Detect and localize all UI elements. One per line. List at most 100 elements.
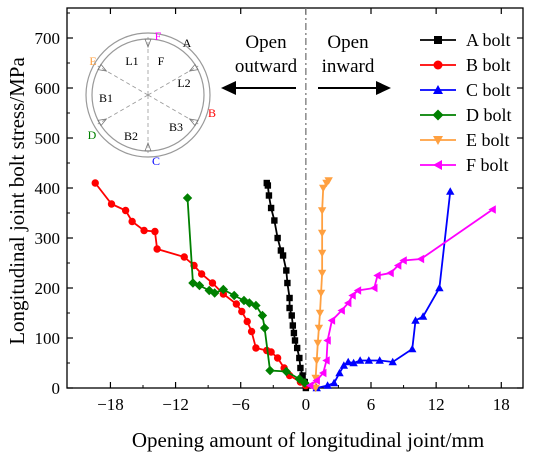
data-point-c-bolt bbox=[418, 312, 428, 320]
data-point-f-bolt bbox=[327, 316, 336, 325]
data-point-f-bolt bbox=[312, 376, 320, 385]
legend-marker bbox=[433, 136, 443, 145]
bolt-layout-diagram: F A E L1 F L2 B1 B B3 D B2 C bbox=[85, 29, 216, 168]
data-point-b-bolt bbox=[252, 344, 260, 352]
series-line-a-bolt bbox=[265, 182, 307, 389]
data-point-a-bolt bbox=[290, 329, 298, 337]
data-point-e-bolt bbox=[316, 289, 326, 298]
series-d-bolt bbox=[182, 193, 310, 388]
diagram-label: B bbox=[208, 106, 216, 120]
data-point-e-bolt bbox=[317, 207, 327, 215]
diagram-label: F bbox=[158, 54, 165, 68]
open-outward-line2: outward bbox=[235, 56, 298, 77]
plot-frame bbox=[66, 7, 524, 389]
legend-label: F bolt bbox=[466, 155, 509, 175]
data-point-e-bolt bbox=[311, 384, 320, 393]
y-tick-label: 500 bbox=[35, 129, 61, 148]
legend-marker bbox=[433, 85, 443, 94]
data-point-f-bolt bbox=[399, 256, 407, 265]
data-point-d-bolt bbox=[281, 366, 292, 377]
y-tick-label: 100 bbox=[35, 329, 61, 348]
y-tick-label: 400 bbox=[35, 179, 61, 198]
data-point-e-bolt bbox=[314, 324, 324, 333]
legend-item-b-bolt: B bolt bbox=[420, 55, 511, 75]
data-point-f-bolt bbox=[322, 356, 330, 365]
data-point-a-bolt bbox=[291, 337, 299, 344]
y-axis-label: Longitudinal joint bolt stress/MPa bbox=[5, 57, 29, 345]
x-tick-label: 12 bbox=[428, 395, 445, 414]
bolt-symbol bbox=[188, 63, 199, 72]
legend-marker bbox=[434, 36, 442, 44]
data-point-c-bolt bbox=[388, 357, 397, 366]
data-point-c-bolt bbox=[435, 283, 444, 292]
data-point-c-bolt bbox=[411, 316, 420, 324]
data-point-f-bolt bbox=[488, 205, 496, 214]
legend-label: D bolt bbox=[466, 105, 512, 125]
x-tick-label: 0 bbox=[302, 395, 311, 414]
data-point-a-bolt bbox=[293, 344, 301, 352]
legend-item-d-bolt: D bolt bbox=[420, 105, 512, 125]
legend-label: E bolt bbox=[466, 130, 510, 150]
data-point-c-bolt bbox=[344, 357, 353, 366]
data-point-f-bolt bbox=[353, 286, 362, 295]
diagram-label: B1 bbox=[99, 91, 113, 105]
annotations: Open outward Open inward bbox=[221, 8, 391, 388]
open-inward-line1: Open bbox=[327, 32, 369, 53]
data-point-b-bolt bbox=[91, 179, 99, 187]
y-tick-label: 200 bbox=[35, 279, 61, 298]
y-tick-label: 600 bbox=[35, 79, 61, 98]
data-point-e-bolt bbox=[313, 339, 322, 348]
data-point-b-bolt bbox=[247, 327, 256, 336]
data-point-b-bolt bbox=[151, 227, 159, 236]
series-c-bolt bbox=[312, 187, 455, 392]
x-tick-label: −6 bbox=[232, 395, 250, 414]
data-point-f-bolt bbox=[416, 254, 425, 264]
open-inward-line2: inward bbox=[322, 56, 375, 77]
diagram-label: L1 bbox=[125, 54, 138, 68]
data-point-b-bolt bbox=[121, 206, 130, 215]
data-point-a-bolt bbox=[265, 192, 273, 199]
data-point-f-bolt bbox=[373, 271, 381, 280]
data-point-f-bolt bbox=[319, 368, 327, 378]
data-point-b-bolt bbox=[273, 354, 282, 362]
data-point-e-bolt bbox=[319, 184, 328, 193]
data-point-c-bolt bbox=[329, 378, 339, 387]
legend-item-f-bolt: F bolt bbox=[420, 155, 509, 175]
diagram-label: B3 bbox=[169, 120, 183, 134]
series-e-bolt bbox=[311, 177, 333, 393]
data-point-a-bolt bbox=[279, 252, 287, 259]
data-point-f-bolt bbox=[370, 283, 378, 293]
data-point-a-bolt bbox=[264, 182, 272, 189]
y-tick-label: 700 bbox=[35, 29, 61, 48]
bolt-symbol bbox=[144, 38, 152, 49]
data-point-c-bolt bbox=[408, 344, 417, 353]
ring-segment-line bbox=[97, 65, 149, 96]
x-tick-label: −12 bbox=[162, 395, 189, 414]
data-point-d-bolt bbox=[251, 300, 261, 311]
data-point-c-bolt bbox=[446, 187, 455, 195]
data-point-d-bolt bbox=[218, 284, 229, 295]
right-arrow-head bbox=[376, 81, 391, 95]
diagram-label: D bbox=[88, 128, 97, 142]
data-point-b-bolt bbox=[140, 226, 148, 235]
data-point-b-bolt bbox=[208, 279, 217, 287]
data-point-b-bolt bbox=[197, 270, 206, 278]
legend-item-c-bolt: C bolt bbox=[420, 80, 511, 100]
data-point-c-bolt bbox=[339, 361, 349, 369]
data-point-c-bolt bbox=[323, 381, 332, 389]
data-point-d-bolt bbox=[194, 280, 205, 291]
data-point-d-bolt bbox=[259, 323, 270, 333]
plot-border bbox=[66, 7, 524, 389]
axes: −18 −12 −6 0 6 12 18 0 100 200 300 400 500 600 700 bbox=[35, 8, 523, 414]
data-point-d-bolt bbox=[265, 365, 275, 376]
data-point-b-bolt bbox=[243, 317, 251, 326]
data-point-c-bolt bbox=[375, 356, 384, 364]
data-point-f-bolt bbox=[393, 261, 402, 270]
data-point-e-bolt bbox=[312, 357, 321, 365]
data-point-c-bolt bbox=[355, 356, 365, 364]
data-point-e-bolt bbox=[322, 179, 331, 188]
data-point-a-bolt bbox=[271, 217, 278, 224]
diagram-label: F bbox=[155, 29, 162, 43]
legend-item-e-bolt: E bolt bbox=[420, 130, 510, 150]
